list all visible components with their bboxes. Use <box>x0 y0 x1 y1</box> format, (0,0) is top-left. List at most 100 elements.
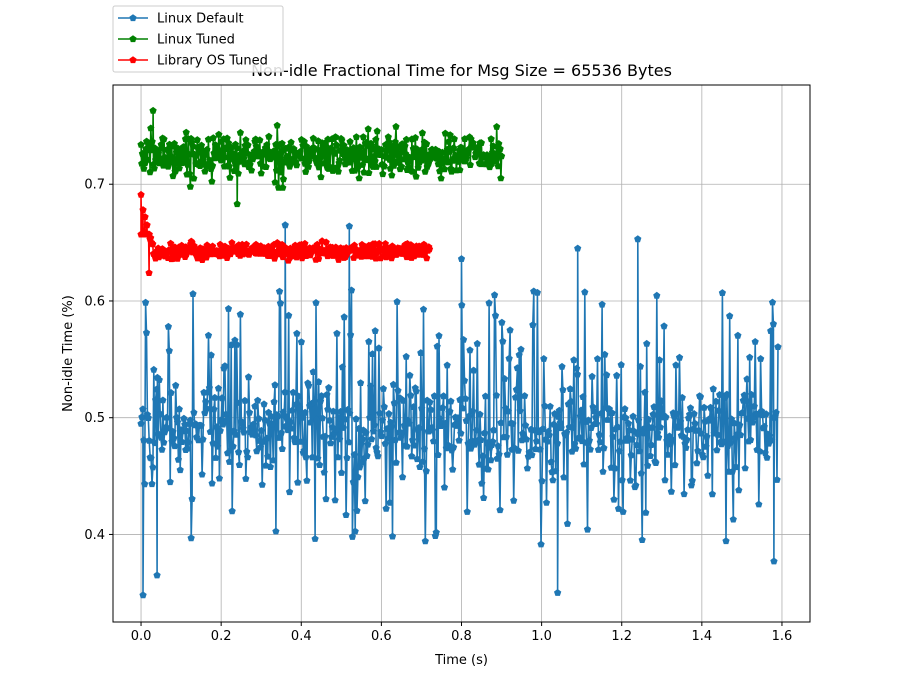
data-point <box>660 322 668 330</box>
data-point <box>234 399 242 406</box>
data-point <box>594 446 603 453</box>
legend-marker <box>129 56 137 64</box>
data-point <box>224 305 233 312</box>
data-point <box>430 392 439 400</box>
data-point <box>188 495 196 502</box>
data-point <box>699 453 707 461</box>
data-point <box>285 311 293 319</box>
data-point <box>573 370 582 378</box>
data-point <box>646 452 654 459</box>
data-point <box>476 410 484 418</box>
data-point <box>271 178 279 186</box>
data-point <box>313 415 321 423</box>
data-point <box>541 402 549 410</box>
legend-label: Linux Default <box>157 12 244 27</box>
data-point <box>401 142 409 150</box>
data-point <box>335 414 343 422</box>
data-point <box>378 416 387 424</box>
data-point <box>211 393 219 401</box>
data-point <box>170 434 178 442</box>
data-point <box>355 174 363 182</box>
data-point <box>256 443 264 451</box>
data-point <box>429 426 437 434</box>
data-point <box>296 404 304 411</box>
data-point <box>707 404 716 412</box>
data-point <box>593 420 601 427</box>
data-point <box>629 412 637 420</box>
data-point <box>139 405 147 413</box>
data-point <box>260 400 268 408</box>
data-point <box>573 364 581 372</box>
data-point <box>459 404 467 412</box>
data-point <box>608 409 616 416</box>
data-point <box>137 190 145 198</box>
data-point <box>350 155 358 163</box>
data-point <box>458 144 466 152</box>
data-point <box>277 429 285 437</box>
data-point <box>598 300 606 308</box>
data-point <box>236 128 244 136</box>
data-point <box>634 416 643 424</box>
data-point <box>586 445 594 453</box>
data-point <box>368 350 377 357</box>
data-point <box>645 415 653 423</box>
data-point <box>742 396 750 404</box>
data-point <box>774 343 782 350</box>
data-point <box>215 474 223 482</box>
data-point <box>252 142 260 150</box>
data-point <box>279 175 288 183</box>
data-point <box>281 388 289 396</box>
data-point <box>167 239 175 247</box>
data-point <box>475 144 483 152</box>
data-point <box>252 431 260 439</box>
data-point <box>450 135 458 143</box>
data-point <box>555 406 563 414</box>
data-point <box>327 439 335 447</box>
x-tick-label: 0.8 <box>451 629 472 644</box>
data-point <box>489 437 497 445</box>
data-point <box>470 366 478 374</box>
data-point <box>729 515 737 523</box>
data-point <box>574 244 582 252</box>
data-point <box>521 421 530 429</box>
data-point <box>496 145 504 152</box>
data-point <box>768 436 776 444</box>
data-point <box>141 480 149 488</box>
data-point <box>509 420 517 427</box>
data-point <box>469 407 477 415</box>
data-point <box>229 150 237 158</box>
data-point <box>244 373 253 381</box>
data-point <box>288 406 296 414</box>
data-point <box>372 254 380 262</box>
data-point <box>421 537 429 545</box>
data-point <box>624 419 633 427</box>
data-point <box>641 388 649 396</box>
data-point <box>457 255 466 262</box>
data-point <box>348 533 356 540</box>
data-point <box>268 420 276 428</box>
data-point <box>626 476 634 484</box>
data-point <box>394 386 402 394</box>
data-point <box>269 456 277 464</box>
data-point <box>359 133 367 141</box>
data-point <box>169 427 177 435</box>
x-tick-label: 1.4 <box>692 629 713 644</box>
data-point <box>153 571 161 579</box>
data-point <box>694 447 702 454</box>
data-point <box>270 398 278 405</box>
data-point <box>364 125 372 133</box>
data-point <box>632 481 640 489</box>
data-point <box>245 408 254 416</box>
data-point <box>510 496 518 504</box>
data-point <box>502 433 510 440</box>
data-point <box>212 454 220 461</box>
data-point <box>735 486 743 494</box>
data-point <box>329 407 337 415</box>
data-point <box>304 163 313 170</box>
data-point <box>569 424 577 431</box>
data-point <box>346 409 354 417</box>
data-point <box>501 375 509 382</box>
data-point <box>149 463 157 471</box>
data-point <box>441 165 449 173</box>
data-point <box>449 465 457 473</box>
